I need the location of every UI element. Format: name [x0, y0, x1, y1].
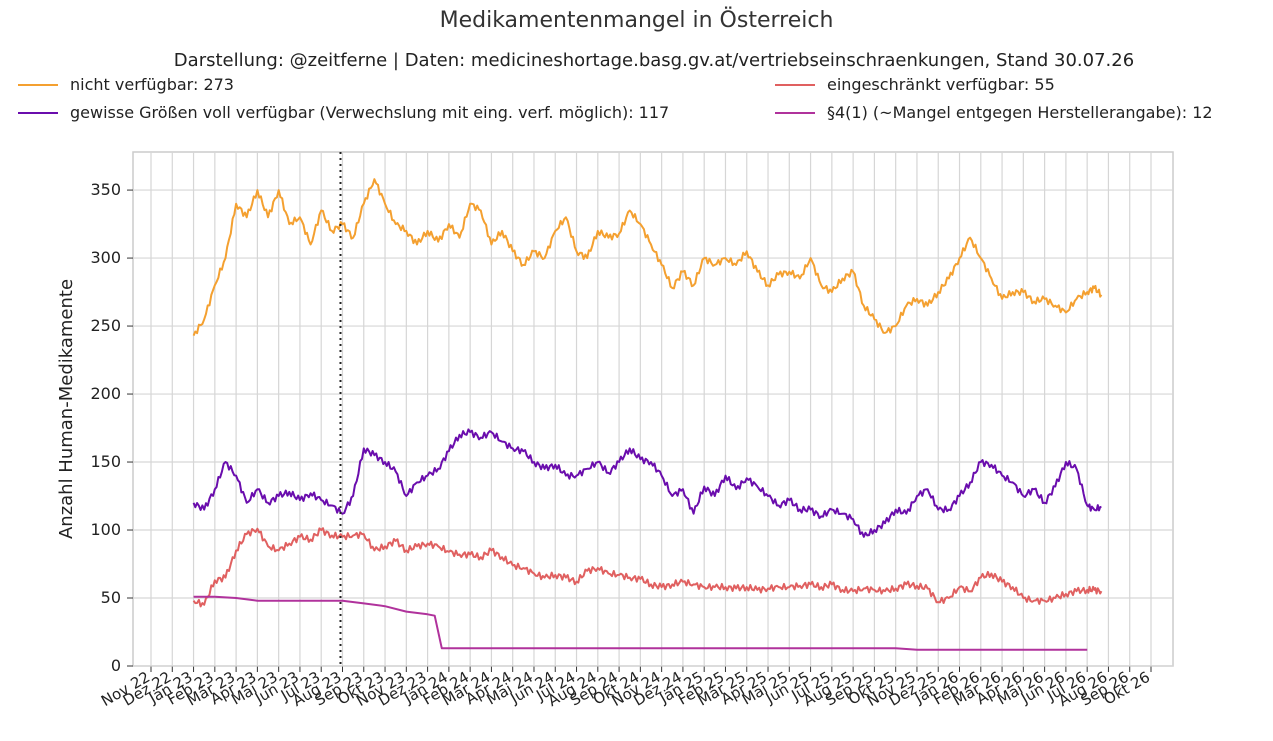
- legend-swatch: [18, 111, 58, 114]
- legend-item-eingeschraenkt: eingeschränkt verfügbar: 55: [775, 75, 1055, 94]
- legend-label: nicht verfügbar: 273: [70, 75, 234, 94]
- series-line-1: [192, 527, 1103, 608]
- y-tick-label: 0: [111, 656, 121, 675]
- x-tick-label: Okt 26: [1100, 668, 1153, 709]
- legend-item-nicht-verfuegbar: nicht verfügbar: 273: [18, 75, 234, 94]
- y-tick-label: 150: [90, 452, 121, 471]
- y-tick-label: 50: [101, 588, 121, 607]
- y-tick-label: 200: [90, 384, 121, 403]
- y-tick-label: 300: [90, 248, 121, 267]
- legend-label: eingeschränkt verfügbar: 55: [827, 75, 1055, 94]
- legend-swatch: [775, 83, 815, 86]
- y-tick-label: 250: [90, 316, 121, 335]
- legend-swatch: [775, 111, 815, 114]
- y-tick-label: 350: [90, 180, 121, 199]
- legend-label: §4(1) (~Mangel entgegen Herstellerangabe…: [827, 103, 1213, 122]
- chart-title: Medikamentenmangel in Österreich: [439, 8, 834, 33]
- y-axis-label: Anzahl Human-Medikamente: [56, 279, 77, 539]
- legend-swatch: [18, 83, 58, 86]
- series-line-2: [192, 428, 1102, 538]
- chart-legend: nicht verfügbar: 273 gewisse Größen voll…: [0, 0, 1273, 130]
- legend-item-gewisse-groessen: gewisse Größen voll verfügbar (Verwechsl…: [18, 103, 669, 122]
- y-tick-label: 100: [90, 520, 121, 539]
- chart-subtitle: Darstellung: @zeitferne | Daten: medicin…: [173, 50, 1135, 71]
- series-line-3: [193, 595, 1088, 651]
- legend-item-paragraph-4-1: §4(1) (~Mangel entgegen Herstellerangabe…: [775, 103, 1213, 122]
- series-line-0: [192, 178, 1103, 336]
- legend-label: gewisse Größen voll verfügbar (Verwechsl…: [70, 103, 670, 122]
